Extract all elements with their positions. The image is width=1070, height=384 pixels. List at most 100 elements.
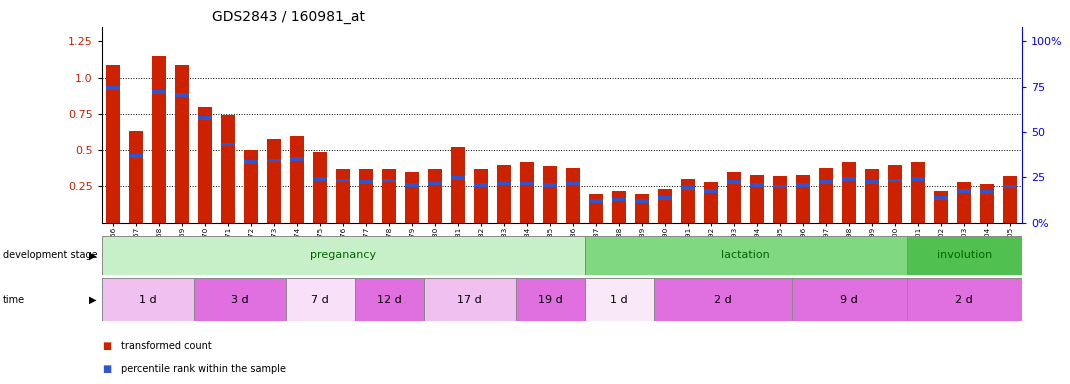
Bar [912, 162, 926, 223]
Bar [980, 184, 994, 223]
Bar [106, 65, 120, 223]
Bar [682, 179, 696, 223]
Bar [704, 182, 718, 223]
Bar [428, 182, 442, 185]
Bar [152, 90, 166, 94]
Bar [590, 194, 603, 223]
Bar [129, 154, 143, 158]
Bar [382, 179, 396, 182]
Bar [934, 196, 948, 200]
Text: ▶: ▶ [89, 295, 96, 305]
Bar [906, 278, 1022, 321]
Bar [244, 160, 258, 164]
Bar [194, 278, 286, 321]
Text: preganancy: preganancy [310, 250, 377, 260]
Bar [406, 172, 419, 223]
Bar [520, 162, 534, 223]
Text: time: time [3, 295, 26, 305]
Bar [452, 147, 465, 223]
Bar [658, 189, 672, 223]
Bar [912, 177, 926, 181]
Text: ■: ■ [102, 341, 111, 351]
Bar [544, 183, 557, 187]
Bar [424, 278, 516, 321]
Bar [842, 177, 856, 181]
Bar [336, 169, 350, 223]
Bar [268, 159, 281, 162]
Bar [728, 172, 742, 223]
Bar [290, 136, 304, 223]
Bar [774, 176, 788, 223]
Bar [452, 176, 465, 180]
Bar [682, 186, 696, 190]
Bar [498, 165, 511, 223]
Bar [820, 167, 834, 223]
Text: 12 d: 12 d [377, 295, 401, 305]
Bar [474, 169, 488, 223]
Text: 1 d: 1 d [611, 295, 628, 305]
Bar [336, 179, 350, 182]
Bar [796, 183, 810, 187]
Bar [286, 278, 355, 321]
Bar [244, 150, 258, 223]
Text: involution: involution [936, 250, 992, 260]
Bar [774, 185, 788, 188]
Bar [866, 169, 880, 223]
Bar [750, 175, 764, 223]
Bar [958, 189, 972, 193]
Bar [888, 165, 902, 223]
Bar [612, 191, 626, 223]
Bar [314, 152, 327, 223]
Bar [704, 189, 718, 193]
Bar [958, 182, 972, 223]
Text: 19 d: 19 d [538, 295, 563, 305]
Text: ▶: ▶ [89, 250, 96, 260]
Bar [175, 93, 189, 97]
Bar [106, 86, 120, 89]
Text: 2 d: 2 d [714, 295, 732, 305]
Bar [636, 199, 649, 203]
Text: GDS2843 / 160981_at: GDS2843 / 160981_at [212, 10, 365, 25]
Text: 7 d: 7 d [311, 295, 330, 305]
Bar [750, 183, 764, 187]
Text: 17 d: 17 d [457, 295, 483, 305]
Bar [175, 65, 189, 223]
Bar [544, 166, 557, 223]
Bar [428, 169, 442, 223]
Bar [382, 169, 396, 223]
Bar [198, 107, 212, 223]
Text: ■: ■ [102, 364, 111, 374]
Text: percentile rank within the sample: percentile rank within the sample [121, 364, 286, 374]
Bar [221, 142, 235, 146]
Text: 2 d: 2 d [956, 295, 974, 305]
Bar [152, 56, 166, 223]
Text: transformed count: transformed count [121, 341, 212, 351]
Bar [360, 180, 373, 184]
Bar [636, 194, 649, 223]
Bar [820, 180, 834, 184]
Bar [888, 179, 902, 182]
Bar [268, 139, 281, 223]
Bar [102, 236, 584, 275]
Bar [842, 162, 856, 223]
Bar [498, 182, 511, 185]
Bar [198, 116, 212, 120]
Bar [980, 190, 994, 194]
Bar [520, 182, 534, 185]
Bar [866, 180, 880, 184]
Bar [102, 278, 194, 321]
Bar [516, 278, 584, 321]
Bar [566, 167, 580, 223]
Bar [360, 169, 373, 223]
Text: 3 d: 3 d [231, 295, 248, 305]
Bar [796, 175, 810, 223]
Text: lactation: lactation [721, 250, 770, 260]
Bar [1004, 185, 1018, 188]
Bar [129, 131, 143, 223]
Bar [906, 236, 1022, 275]
Bar [314, 177, 327, 181]
Text: 9 d: 9 d [840, 295, 858, 305]
Bar [584, 278, 654, 321]
Bar [658, 196, 672, 200]
Bar [654, 278, 792, 321]
